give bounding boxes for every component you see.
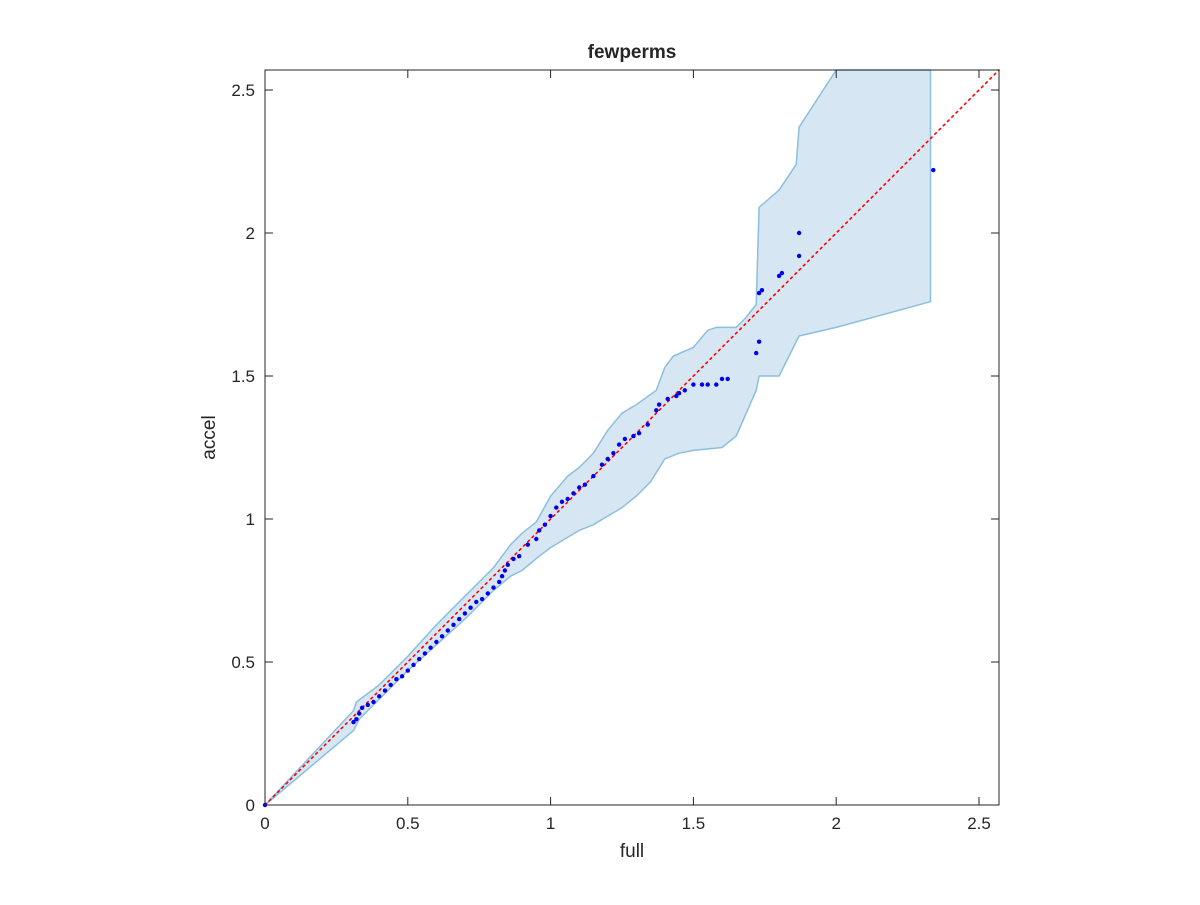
data-points-layer [262,167,936,808]
x-tick-label: 2 [831,814,840,833]
reference-line-layer [264,69,1000,806]
data-point [451,622,456,627]
data-point [517,554,522,559]
data-point [485,591,490,596]
data-point [636,431,642,436]
reference-line [264,69,1000,806]
data-point [474,599,479,605]
data-point [434,639,439,645]
confidence-band-layer [264,69,932,806]
data-point [359,705,365,710]
x-axis-label: full [620,841,644,862]
data-point [776,273,782,279]
axes-box [264,69,1000,806]
data-point [417,656,422,662]
data-point [525,542,530,547]
data-point [699,382,705,387]
data-point [468,605,473,610]
data-point [499,574,505,579]
data-point [405,668,410,673]
data-point [577,485,582,490]
data-point [605,456,610,462]
data-point [599,462,605,467]
data-point [422,651,428,656]
x-tick-label: 2.5 [967,814,991,833]
data-point [676,391,682,396]
data-point [462,611,468,616]
data-point [759,288,765,293]
data-point [674,393,679,399]
data-point [542,522,548,527]
data-point [582,482,588,487]
data-point [534,536,539,542]
data-point [654,408,659,413]
data-point [354,717,359,722]
x-tick-label: 1 [546,814,555,833]
x-tick-label: 1.5 [682,814,706,833]
data-point [631,433,636,439]
data-point [725,376,730,382]
x-tick-label: 0.5 [396,814,420,833]
data-point [656,402,662,407]
y-tick-label: 1.5 [231,367,255,386]
data-point [497,579,502,585]
y-tick-label: 0 [246,796,255,815]
data-point [491,585,496,590]
data-point [931,167,936,173]
data-point [665,396,670,402]
axes-layer: 0 0.5 1 1.5 2 2.5 0 0.5 1 1.5 2 2.5 [231,69,1000,833]
data-point [591,473,596,479]
y-tick-label: 1 [246,510,255,529]
data-point [365,702,370,708]
data-point [382,688,388,693]
data-point [502,568,508,573]
data-point [351,719,356,725]
data-point [779,270,785,276]
data-point [691,382,696,387]
data-point [388,682,393,688]
data-point [479,596,485,602]
data-point [548,513,553,519]
data-point [756,339,762,344]
y-tick-label: 2.5 [231,81,255,100]
data-point [754,350,759,356]
data-point [622,436,628,442]
y-tick-label: 2 [246,224,255,243]
data-point [682,388,687,393]
data-point [445,628,450,633]
y-axis-label: accel [199,415,220,459]
data-point [377,694,382,699]
data-point [394,677,399,682]
confidence-band [264,69,932,806]
data-point [537,528,542,533]
data-point [411,662,416,668]
data-point [796,230,802,236]
data-point [571,491,576,496]
data-point [371,699,376,705]
x-tick-label: 0 [260,814,269,833]
data-point [616,442,622,447]
data-point [428,645,433,650]
chart-title: fewperms [588,42,677,63]
data-point [505,562,510,567]
data-point [565,496,570,502]
data-point [357,711,362,716]
data-point [399,674,405,679]
data-point [756,290,762,296]
data-point [439,634,445,639]
data-point [554,505,559,510]
data-point [705,382,710,387]
data-point [714,382,719,387]
data-point [457,616,462,622]
data-point [511,556,516,562]
data-point [719,376,725,382]
data-point [611,451,616,456]
data-point [645,422,650,427]
y-tick-label: 0.5 [231,653,255,672]
data-point [559,499,565,504]
data-point [796,253,802,259]
